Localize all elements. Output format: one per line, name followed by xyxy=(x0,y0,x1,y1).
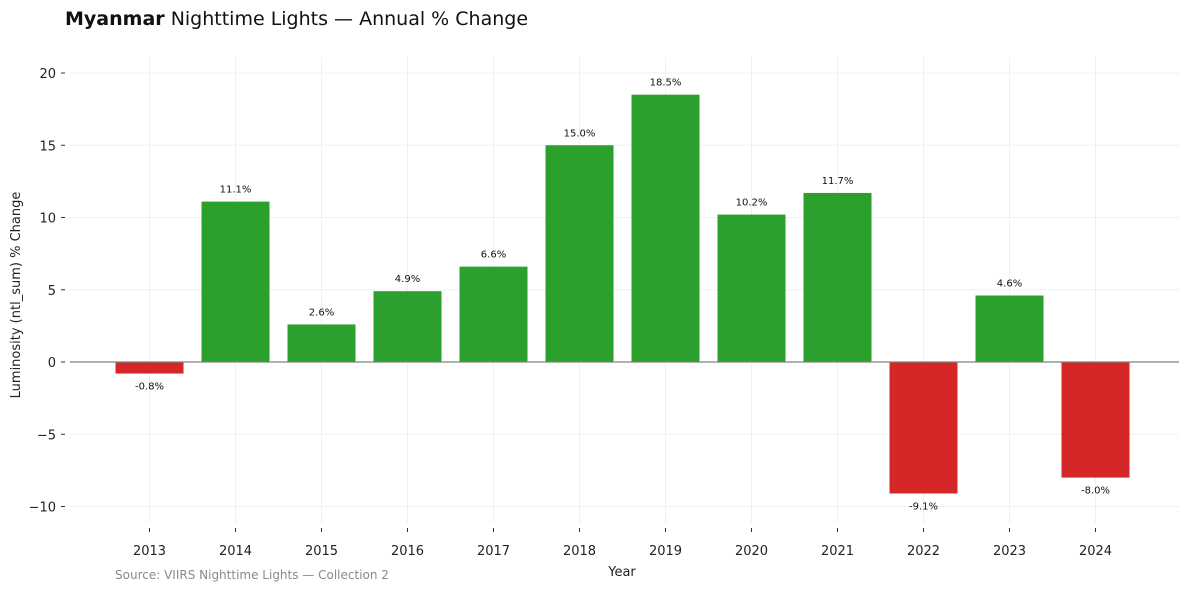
x-tick-label: 2014 xyxy=(219,544,252,559)
y-tick-layer: 20 15 10 5 0 −5 −10 xyxy=(29,67,65,516)
data-label-2023: 4.6% xyxy=(997,279,1022,290)
y-tick-label: −10 xyxy=(29,501,56,516)
x-tick-label: 2024 xyxy=(1079,544,1112,559)
data-label-2017: 6.6% xyxy=(481,250,506,261)
data-label-2024: -8.0% xyxy=(1081,486,1110,497)
x-axis-label: Year xyxy=(607,565,636,580)
data-label-2021: 11.7% xyxy=(822,176,854,187)
chart-title-country: Myanmar xyxy=(65,8,165,30)
data-label-2020: 10.2% xyxy=(736,198,768,209)
data-label-2018: 15.0% xyxy=(564,128,596,139)
bar-2022 xyxy=(889,362,958,494)
bar-2023 xyxy=(975,295,1044,362)
y-axis-label: Luminosity (ntl_sum) % Change xyxy=(9,192,24,399)
y-tick-label: 20 xyxy=(39,67,56,82)
bar-2016 xyxy=(373,291,442,362)
x-tick-label: 2017 xyxy=(477,544,510,559)
data-label-2022: -9.1% xyxy=(909,501,938,512)
x-tick-label: 2019 xyxy=(649,544,682,559)
x-tick-label: 2023 xyxy=(993,544,1026,559)
data-label-2016: 4.9% xyxy=(395,274,420,285)
x-tick-label: 2022 xyxy=(907,544,940,559)
bar-2018 xyxy=(545,145,614,362)
bar-layer xyxy=(115,94,1130,494)
data-label-layer: -0.8% 11.1% 2.6% 4.9% 6.6% 15.0% 18.5% 10.2% 11.… xyxy=(135,78,1110,513)
x-tick-label: 2020 xyxy=(735,544,768,559)
chart-title: Myanmar Nighttime Lights — Annual % Chan… xyxy=(65,8,528,30)
data-label-2019: 18.5% xyxy=(650,78,682,89)
y-tick-label: 0 xyxy=(48,356,56,371)
x-tick-label: 2016 xyxy=(391,544,424,559)
chart-title-rest: Nighttime Lights — Annual % Change xyxy=(170,8,529,30)
bar-2020 xyxy=(717,214,786,362)
bar-2021 xyxy=(803,192,872,362)
y-tick-label: −5 xyxy=(37,428,56,443)
y-tick-label: 15 xyxy=(39,139,56,154)
data-label-2013: -0.8% xyxy=(135,382,164,393)
x-tick-label: 2021 xyxy=(821,544,854,559)
x-tick-label: 2018 xyxy=(563,544,596,559)
bar-2014 xyxy=(201,201,270,362)
x-tick-label: 2015 xyxy=(305,544,338,559)
bar-2013 xyxy=(115,362,184,374)
bar-2015 xyxy=(287,324,356,362)
bar-2019 xyxy=(631,94,700,363)
bar-2024 xyxy=(1061,362,1130,478)
data-label-2015: 2.6% xyxy=(309,307,334,318)
y-tick-label: 10 xyxy=(39,212,56,227)
data-label-2014: 11.1% xyxy=(220,185,252,196)
x-tick-label: 2013 xyxy=(133,544,166,559)
source-note: Source: VIIRS Nighttime Lights — Collect… xyxy=(115,568,389,582)
bar-2017 xyxy=(459,266,528,362)
y-tick-label: 5 xyxy=(48,284,56,299)
x-tick-layer: 2013 2014 2015 2016 2017 2018 2019 2020 2021 2022… xyxy=(133,528,1112,559)
